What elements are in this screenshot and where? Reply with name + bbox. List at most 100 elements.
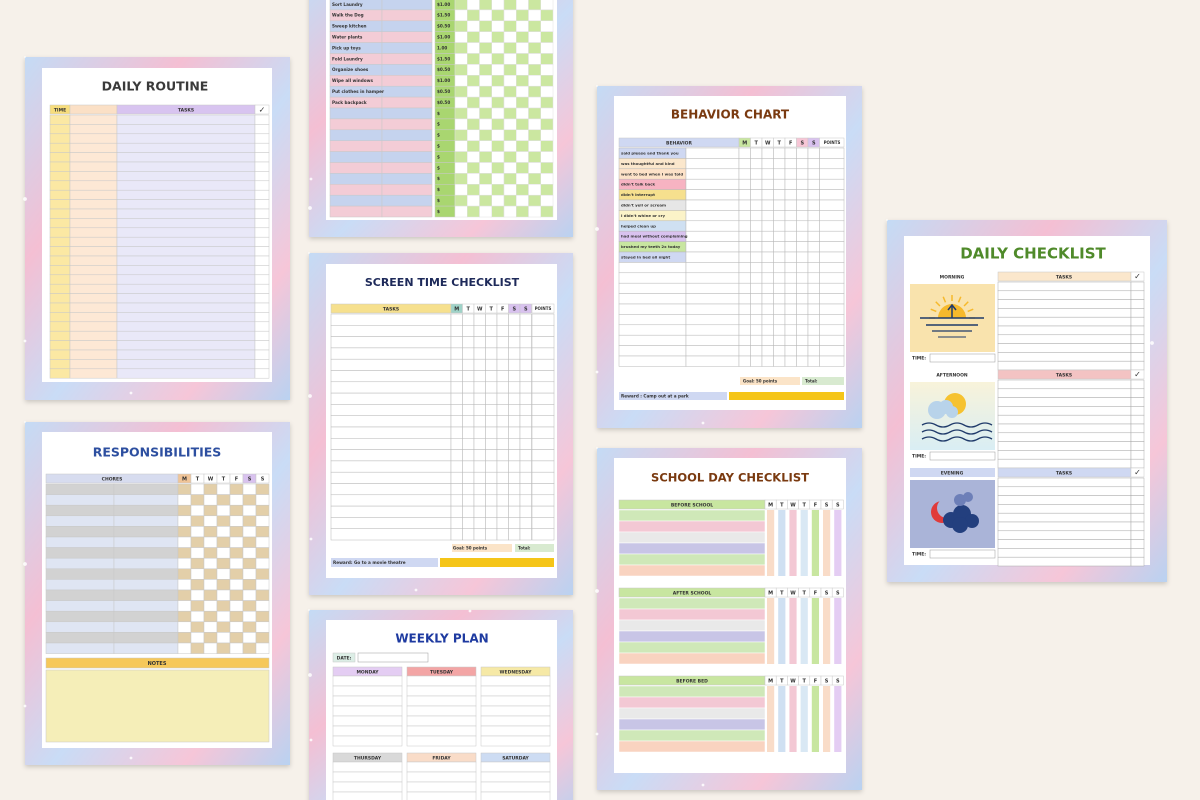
cell (811, 697, 819, 708)
cell (116, 368, 256, 379)
cell (508, 494, 521, 507)
cell (750, 293, 763, 305)
time-box (929, 451, 996, 461)
cell (473, 370, 486, 383)
cell (516, 118, 529, 131)
cell (69, 171, 118, 182)
cell (45, 557, 115, 570)
cell (503, 140, 517, 152)
cell (784, 210, 797, 222)
cell (467, 9, 480, 22)
cell (45, 547, 115, 559)
cell (473, 313, 486, 326)
cell (508, 325, 521, 337)
cell (823, 532, 831, 543)
cell (761, 178, 774, 190)
cell (255, 526, 270, 538)
cell (496, 347, 509, 360)
chore-amount: $ (437, 154, 440, 159)
cell (516, 194, 529, 207)
cell (462, 517, 475, 529)
cell (761, 199, 774, 211)
sparkle (309, 738, 313, 742)
cell (254, 199, 270, 210)
cell (113, 610, 179, 623)
cell (750, 303, 763, 315)
cell (773, 199, 786, 211)
cell (450, 358, 463, 371)
cell (997, 352, 1132, 362)
label: POINTS (535, 306, 552, 311)
cell (49, 330, 71, 341)
sparkle (129, 391, 133, 395)
cell (467, 20, 480, 32)
cell (462, 347, 475, 360)
cell (116, 114, 256, 125)
cell (997, 512, 1132, 523)
cell (540, 162, 554, 174)
cell (69, 340, 118, 351)
cell (800, 543, 808, 554)
cell (381, 42, 433, 54)
cell (618, 630, 766, 643)
cell (685, 334, 740, 346)
cell (49, 255, 71, 266)
cell (381, 53, 433, 65)
cell (450, 449, 463, 462)
cell (819, 355, 845, 367)
behavior-label: said please and thank you (621, 151, 679, 156)
cell (454, 75, 468, 87)
cell (516, 85, 529, 98)
cell (116, 359, 256, 370)
cell (618, 509, 766, 522)
label: CHORES (102, 477, 123, 483)
cell (49, 236, 71, 247)
cell (485, 325, 498, 337)
label: ✓ (1134, 370, 1141, 379)
cell (773, 168, 786, 180)
day-label: SATURDAY (502, 756, 529, 762)
cell (823, 543, 831, 554)
cell (618, 293, 687, 305)
cell (796, 241, 809, 253)
cell (750, 324, 763, 336)
cell (203, 557, 218, 570)
cell (784, 303, 797, 315)
label: NOTES (148, 661, 167, 667)
cell (332, 685, 403, 697)
cell (519, 347, 532, 360)
cell (116, 293, 256, 304)
cell (473, 392, 486, 405)
cell (381, 151, 433, 163)
cell (618, 619, 766, 632)
cell (778, 642, 786, 653)
cell (528, 151, 541, 163)
cell (738, 282, 751, 294)
cell (997, 486, 1132, 496)
cell (332, 791, 403, 800)
cell (784, 189, 797, 201)
cell (778, 532, 786, 543)
label: TASKS (1056, 373, 1072, 379)
cell (1130, 450, 1145, 460)
cell (496, 336, 509, 349)
cell (454, 184, 468, 196)
cell (255, 515, 270, 527)
cell (190, 515, 205, 527)
cell (49, 312, 71, 323)
cell (69, 236, 118, 247)
cell (462, 438, 475, 450)
chore-amount: $ (437, 198, 440, 203)
cell (807, 324, 820, 336)
cell (255, 632, 270, 644)
cell (819, 210, 845, 222)
cell (789, 697, 797, 708)
chore-amount: $0.50 (437, 100, 450, 105)
cell (45, 621, 115, 633)
cell (1130, 530, 1145, 540)
cell (450, 505, 463, 518)
cell (69, 208, 118, 219)
cell (618, 542, 766, 555)
